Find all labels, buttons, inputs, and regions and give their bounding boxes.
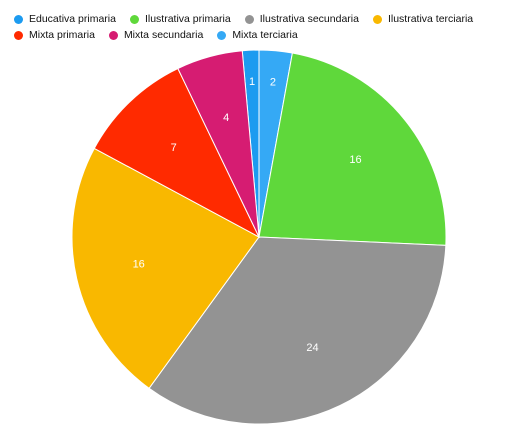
- slice-value-label: 16: [349, 154, 361, 166]
- legend-item: Ilustrativa terciaria: [372, 12, 474, 26]
- legend-label: Mixta secundaria: [123, 29, 204, 41]
- legend-label: Educativa primaria: [29, 13, 116, 25]
- legend-swatch: [14, 14, 23, 24]
- legend-label: Ilustrativa primaria: [144, 13, 231, 25]
- legend-swatch: [372, 14, 382, 24]
- legend-label: Ilustrativa terciaria: [387, 13, 474, 25]
- pie-slice: [148, 236, 447, 425]
- legend-item: Ilustrativa primaria: [129, 12, 231, 26]
- legend-label: Mixta primaria: [29, 29, 95, 41]
- legend-label: Ilustrativa secundaria: [259, 13, 359, 25]
- slice-value-label: 2: [270, 76, 276, 88]
- pie-slice: [93, 67, 261, 239]
- legend-swatch: [244, 14, 254, 24]
- legend-item: Mixta secundaria: [108, 28, 204, 42]
- slice-value-label: 4: [223, 112, 229, 124]
- pie-slice: [177, 50, 260, 238]
- chart-legend: Educativa primaria Ilustrativa primaria Il…: [14, 12, 509, 42]
- legend-swatch: [129, 14, 139, 24]
- legend-item: Ilustrativa secundaria: [244, 12, 359, 26]
- pie-slice: [71, 147, 260, 389]
- legend-swatch: [14, 30, 23, 40]
- slice-value-label: 16: [133, 259, 145, 271]
- legend-swatch: [217, 30, 227, 40]
- legend-label: Mixta terciaria: [232, 29, 298, 41]
- pie-slice: [258, 52, 447, 246]
- legend-item: Educativa primaria: [14, 12, 116, 26]
- slice-value-label: 24: [306, 342, 318, 354]
- slice-value-label: 7: [171, 142, 177, 154]
- legend-swatch: [108, 30, 118, 40]
- legend-item: Mixta primaria: [14, 28, 95, 42]
- slice-value-label: 1: [249, 76, 255, 88]
- legend-item: Mixta terciaria: [217, 28, 298, 42]
